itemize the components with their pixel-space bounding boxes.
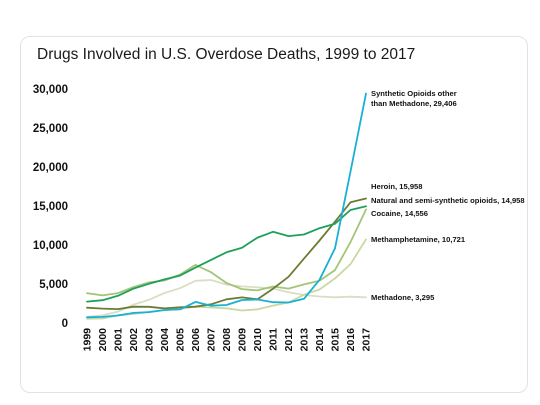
series-line-1: [86, 92, 367, 319]
chart-card: [20, 36, 528, 393]
x-tick-label: 2011: [268, 328, 280, 351]
y-tick-label: 30,000: [33, 84, 68, 96]
y-axis: 0 5,000 10,000 15,000 20,000 25,000 30,000: [33, 84, 68, 330]
x-tick-label: 2012: [283, 328, 295, 352]
y-tick-label: 15,000: [33, 201, 68, 213]
x-tick-label: 2006: [190, 328, 202, 352]
x-tick-label: 2013: [299, 328, 311, 352]
x-tick-label: 2003: [144, 328, 156, 352]
series-label: than Methadone, 29,406: [371, 99, 457, 108]
series-label: Heroin, 15,958: [371, 182, 423, 191]
x-tick-label: 2014: [314, 328, 326, 352]
x-tick-label: 2005: [175, 328, 187, 352]
x-tick-label: 2008: [221, 328, 233, 352]
series-label: Natural and semi-synthetic opioids, 14,9…: [371, 196, 525, 205]
series-line-3: [86, 205, 367, 303]
x-tick-label: 1999: [82, 328, 94, 352]
x-tick-label: 2001: [113, 328, 125, 352]
x-tick-label: 2016: [345, 328, 357, 352]
series-line-5: [86, 238, 367, 320]
series-line-6: [86, 279, 367, 318]
y-tick-label: 25,000: [33, 123, 68, 135]
chart-title: Drugs Involved in U.S. Overdose Deaths, …: [37, 46, 415, 63]
x-tick-label: 2009: [237, 328, 249, 352]
x-tick-label: 2010: [252, 328, 264, 352]
x-tick-label: 2015: [330, 328, 342, 352]
y-tick-label: 10,000: [33, 240, 68, 252]
series-label: Cocaine, 14,556: [371, 209, 428, 218]
x-tick-label: 2002: [128, 328, 140, 352]
y-tick-label: 0: [62, 318, 68, 330]
y-tick-label: 5,000: [39, 279, 68, 291]
x-axis: 1999 2000 2001 2002 2003 2004 2005 2006 2007 2008…: [82, 328, 373, 352]
series-label: Methadone, 3,295: [371, 293, 435, 302]
series-line-2: [86, 197, 367, 311]
x-tick-label: 2017: [361, 328, 373, 352]
y-tick-label: 20,000: [33, 162, 68, 174]
x-tick-label: 2007: [206, 328, 218, 352]
x-tick-label: 2004: [159, 328, 171, 352]
x-tick-label: 2000: [97, 328, 109, 352]
series-lines: [86, 92, 367, 320]
series-label: Synthetic Opioids other: [371, 89, 457, 98]
series-label: Methamphetamine, 10,721: [371, 235, 466, 244]
